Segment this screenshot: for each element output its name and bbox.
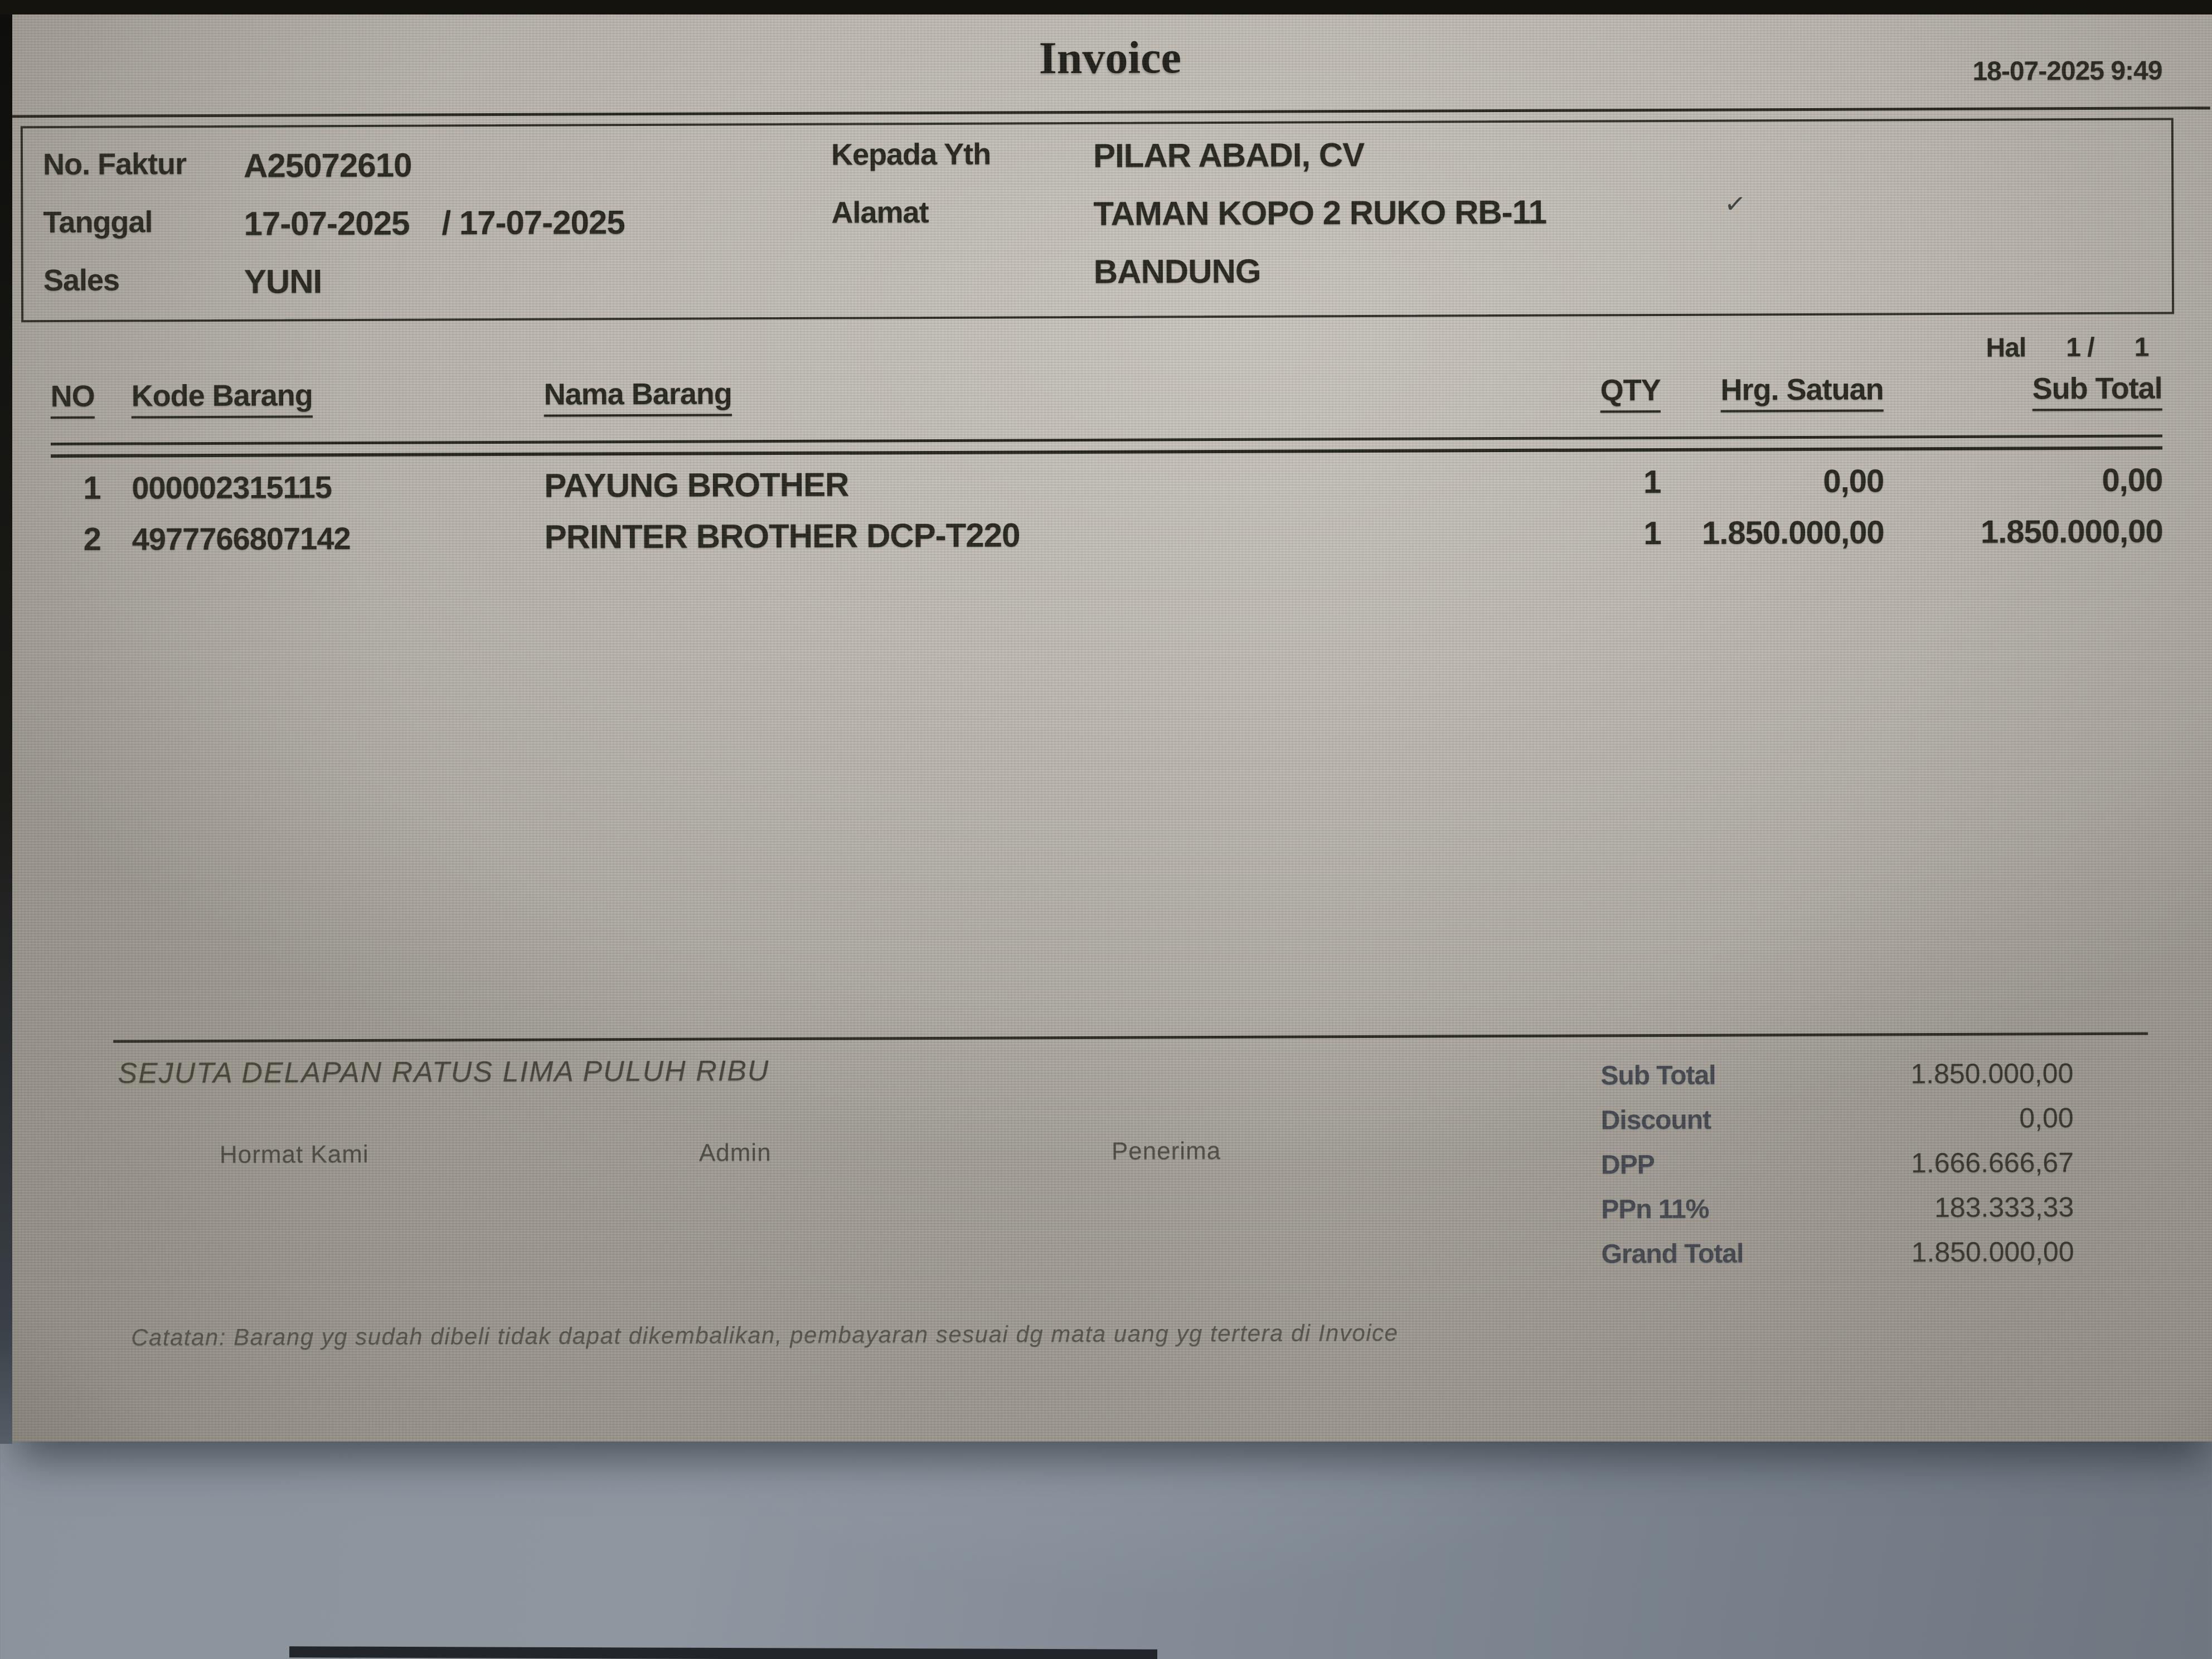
invoice-content: Invoice 18-07-2025 9:49 No. Faktur A2507… (10, 11, 2212, 1446)
item-2-kode: 4977766807142 (132, 521, 351, 557)
col-qty-header: QTY (1600, 373, 1661, 408)
title-band: Invoice (10, 27, 2210, 88)
alamat-row: Alamat TAMAN KOPO 2 RUKO RB-11 (831, 193, 1546, 254)
dpp-row: DPP 1.666.666,67 (1601, 1146, 2074, 1192)
item-1-hrg: 0,00 (1823, 463, 1884, 499)
monitor-bezel-top (0, 0, 2212, 14)
signature-admin: Admin (698, 1139, 772, 1167)
dpp-label: DPP (1600, 1150, 1655, 1180)
page-indicator-total: 1 (2134, 332, 2149, 362)
page-indicator-label: Hal (1986, 333, 2026, 363)
col-kode-header: Kode Barang (131, 379, 313, 413)
item-2-subtotal: 1.850.000,00 (1980, 513, 2163, 550)
no-faktur-value: A25072610 (243, 146, 412, 185)
discount-value: 0,00 (2019, 1102, 2074, 1134)
alamat-city-row: BANDUNG (832, 251, 1547, 312)
item-2-qty: 1 (1643, 515, 1661, 552)
subtotal-row: Sub Total 1.850.000,00 (1600, 1057, 2073, 1103)
item-1-kode: 000002315115 (132, 469, 332, 506)
sales-value: YUNI (244, 263, 322, 300)
subtotal-value: 1.850.000,00 (1910, 1058, 2074, 1090)
signature-hormat-kami: Hormat Kami (219, 1140, 369, 1168)
kepada-row: Kepada Yth PILAR ABADI, CV (831, 135, 1546, 196)
tanggal-due-value: / 17-07-2025 (442, 203, 625, 242)
no-faktur-label: No. Faktur (42, 147, 187, 182)
sales-row: Sales YUNI (43, 261, 625, 321)
col-hrg-satuan-header: Hrg. Satuan (1720, 372, 1884, 407)
tanggal-value: 17-07-2025 (244, 204, 410, 242)
dpp-value: 1.666.666,67 (1910, 1147, 2074, 1179)
totals-block: Sub Total 1.850.000,00 Discount 0,00 DPP… (1600, 1057, 2074, 1282)
sales-label: Sales (43, 263, 120, 298)
customer-column: Kepada Yth PILAR ABADI, CV Alamat TAMAN … (831, 135, 1547, 312)
footer-note: Catatan: Barang yg sudah dibeli tidak da… (131, 1319, 1399, 1351)
alamat-line1: TAMAN KOPO 2 RUKO RB-11 (1093, 193, 1547, 232)
item-1-qty: 1 (1643, 463, 1661, 501)
grand-total-label: Grand Total (1601, 1239, 1744, 1269)
invoice-header-box: No. Faktur A25072610 Tanggal 17-07-2025 … (20, 118, 2175, 323)
page-title: Invoice (1039, 32, 1182, 84)
col-nama-header: Nama Barang (544, 377, 732, 411)
ppn-row: PPn 11% 183.333,33 (1601, 1191, 2074, 1237)
item-1-nama: PAYUNG BROTHER (544, 465, 849, 505)
item-2-no: 2 (83, 521, 101, 557)
signature-penerima: Penerima (1111, 1137, 1221, 1165)
print-timestamp: 18-07-2025 9:49 (1972, 56, 2162, 86)
table-row: 2 4977766807142 PRINTER BROTHER DCP-T220… (51, 512, 2163, 559)
ppn-value: 183.333,33 (1934, 1191, 2074, 1224)
grand-total-value: 1.850.000,00 (1911, 1236, 2074, 1268)
no-faktur-row: No. Faktur A25072610 (43, 145, 625, 205)
items-table-header: NO Kode Barang Nama Barang QTY Hrg. Satu… (51, 371, 2162, 414)
item-2-nama: PRINTER BROTHER DCP-T220 (544, 516, 1020, 556)
summary-divider (113, 1032, 2148, 1043)
alamat-line2: BANDUNG (1093, 252, 1261, 290)
discount-label: Discount (1600, 1105, 1711, 1136)
invoice-page: Invoice 18-07-2025 9:49 No. Faktur A2507… (10, 14, 2212, 1442)
col-no-header: NO (50, 379, 95, 414)
kepada-value: PILAR ABADI, CV (1093, 136, 1365, 174)
grand-total-row: Grand Total 1.850.000,00 (1601, 1235, 2074, 1282)
kepada-label: Kepada Yth (831, 137, 991, 172)
item-1-subtotal: 0,00 (2102, 462, 2163, 498)
invoice-meta-column: No. Faktur A25072610 Tanggal 17-07-2025 … (43, 145, 625, 321)
col-sub-total-header: Sub Total (2032, 371, 2162, 406)
amount-in-words: SEJUTA DELAPAN RATUS LIMA PULUH RIBU (118, 1055, 770, 1090)
title-divider (10, 106, 2210, 118)
tanggal-label: Tanggal (43, 205, 153, 240)
table-header-divider (51, 434, 2163, 458)
ppn-label: PPn 11% (1601, 1194, 1709, 1225)
taskbar-sliver (289, 1646, 1158, 1659)
cursor-checkmark-icon: ✓ (1723, 188, 1748, 220)
discount-row: Discount 0,00 (1601, 1102, 2074, 1148)
tanggal-row: Tanggal 17-07-2025 / 17-07-2025 (43, 203, 625, 263)
monitor-bezel-left (0, 0, 12, 1444)
alamat-label: Alamat (831, 196, 929, 230)
page-indicator-current: 1 / (2066, 332, 2094, 363)
item-1-no: 1 (83, 469, 101, 506)
table-row: 1 000002315115 PAYUNG BROTHER 1 0,00 0,0… (51, 460, 2162, 507)
page-indicator: Hal 1 / 1 (1986, 332, 2148, 363)
item-2-hrg: 1.850.000,00 (1701, 514, 1884, 551)
subtotal-label: Sub Total (1600, 1060, 1716, 1091)
